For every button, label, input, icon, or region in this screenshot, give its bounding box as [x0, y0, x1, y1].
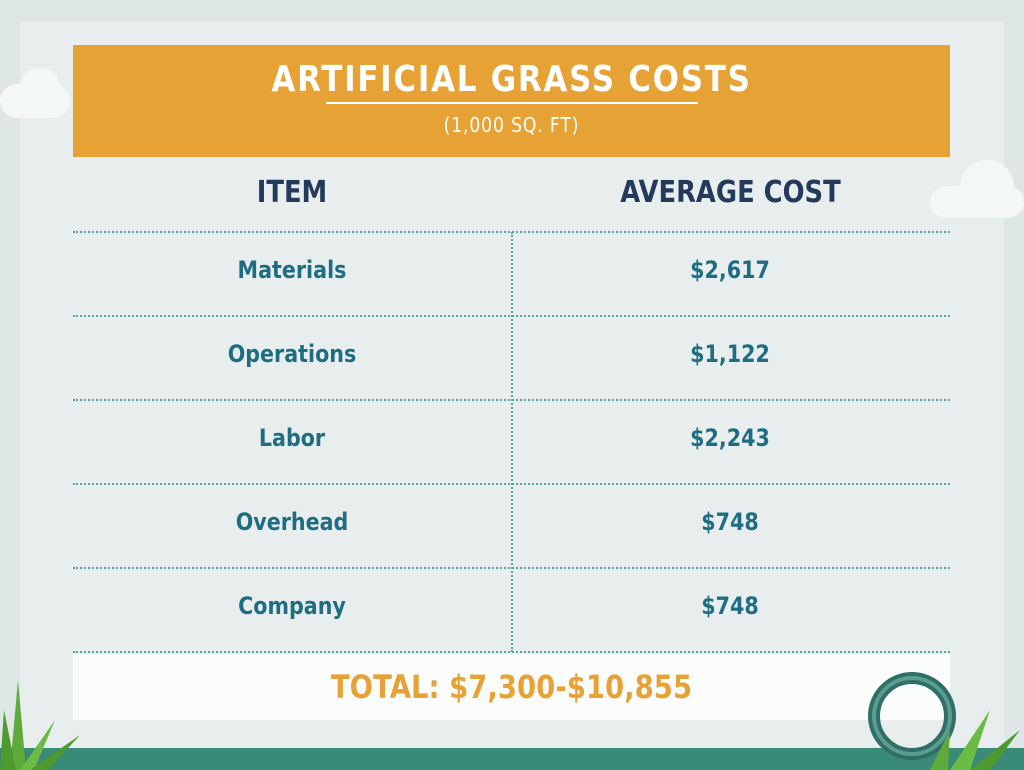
table-cell-item: Operations — [227, 340, 357, 368]
table-cell-cost: $1,122 — [690, 340, 770, 368]
total-row — [73, 654, 950, 720]
page-subtitle: (1,000 SQ. FT) — [443, 113, 580, 137]
column-header-item: ITEM — [256, 175, 328, 210]
table-cell-cost: $748 — [701, 592, 759, 620]
ground-strip — [0, 748, 1024, 770]
title-underline — [326, 102, 698, 104]
table-cell-cost: $2,617 — [690, 256, 770, 284]
table-cell-cost: $748 — [701, 508, 759, 536]
column-divider — [511, 232, 513, 652]
grass-icon — [0, 680, 80, 770]
cloud-icon — [20, 68, 60, 108]
table-cell-item: Materials — [237, 256, 347, 284]
total-label: TOTAL: $7,300-$10,855 — [330, 668, 693, 706]
table-cell-item: Company — [238, 592, 346, 620]
row-divider — [73, 651, 950, 653]
table-cell-item: Overhead — [235, 508, 349, 536]
garden-hose-icon — [868, 672, 956, 760]
column-header-cost: AVERAGE COST — [620, 175, 841, 210]
grass-icon — [930, 710, 1020, 770]
table-cell-item: Labor — [258, 424, 326, 452]
page-title: ARTIFICIAL GRASS COSTS — [271, 59, 752, 100]
cloud-icon — [960, 160, 1014, 214]
title-banner — [73, 45, 950, 157]
table-cell-cost: $2,243 — [690, 424, 770, 452]
